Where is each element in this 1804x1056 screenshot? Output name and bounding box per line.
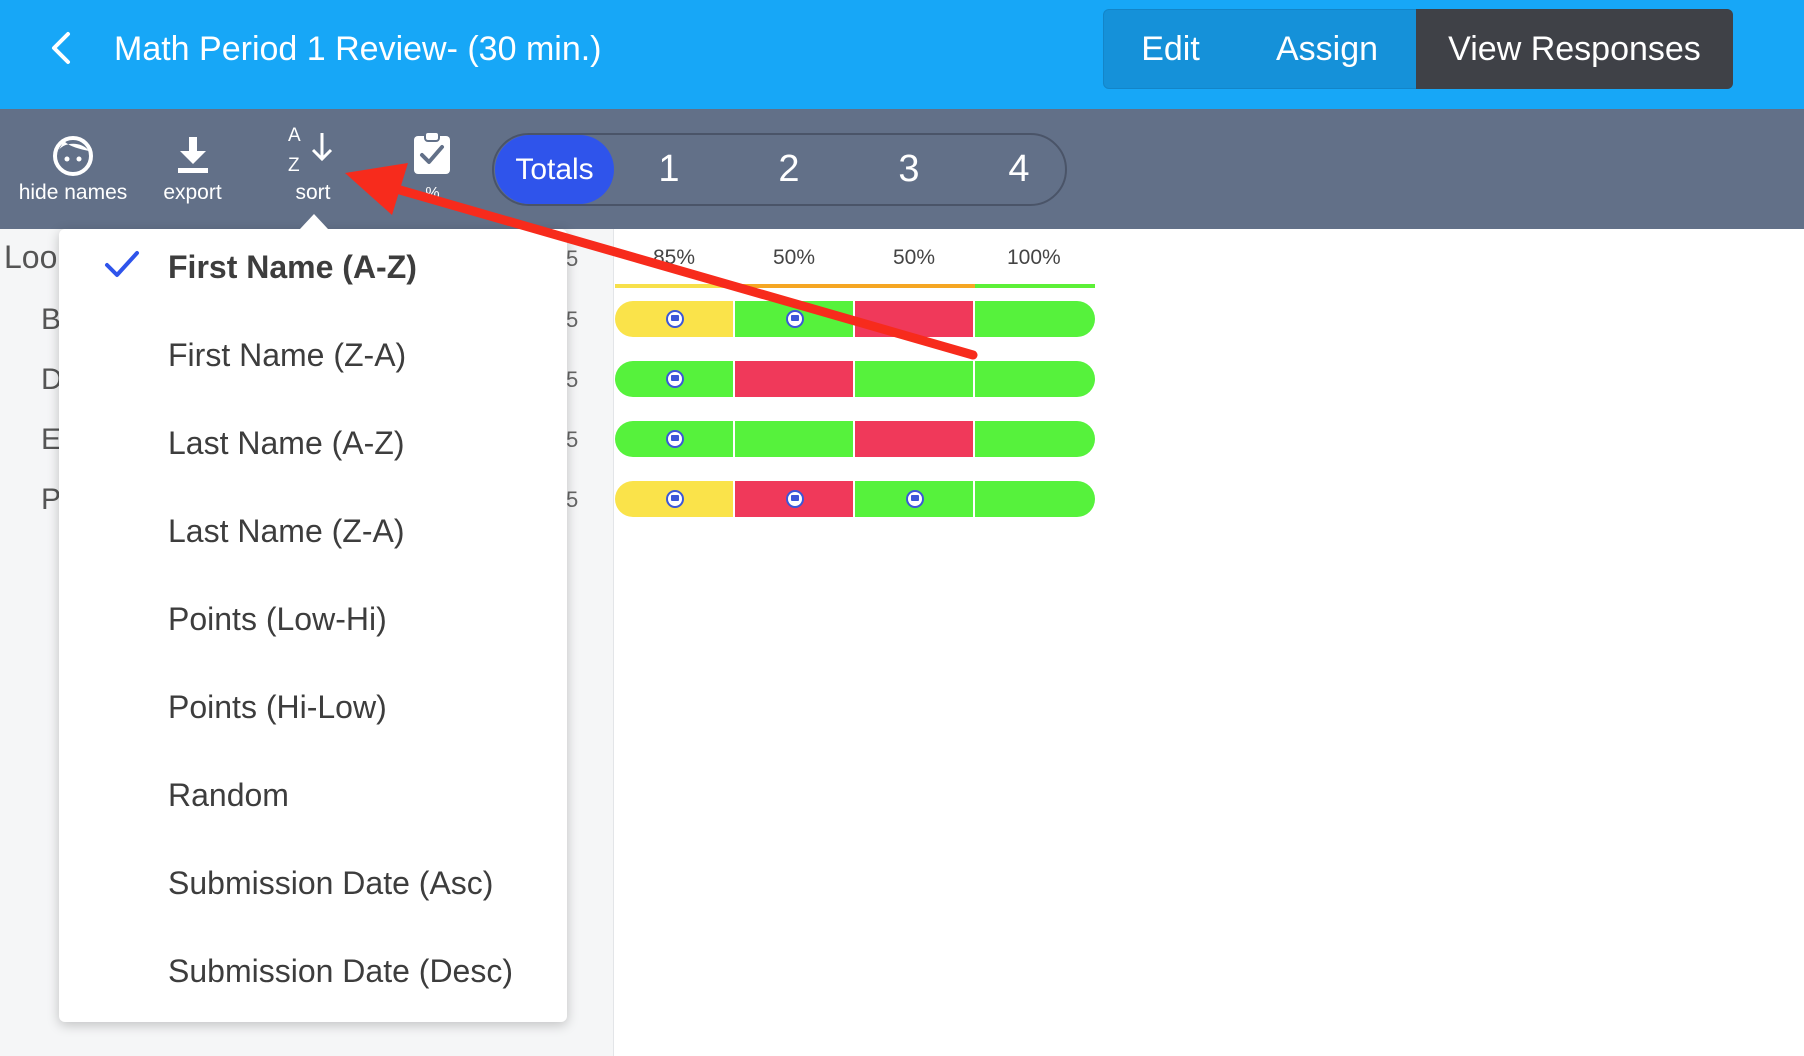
sort-option-last-name-az[interactable]: Last Name (A-Z): [59, 409, 567, 481]
sort-icon-letter-z: Z: [288, 155, 300, 176]
sort-option-label: Points (Hi-Low): [168, 689, 387, 725]
sort-dropdown-menu: First Name (A-Z) First Name (Z-A) Last N…: [59, 229, 567, 1022]
question-score-underline: [615, 284, 735, 288]
sort-option-submission-date-asc[interactable]: Submission Date (Asc): [59, 849, 567, 921]
back-button[interactable]: [42, 26, 82, 70]
response-cell-green[interactable]: [975, 301, 1095, 337]
student-response-row: [615, 361, 1095, 397]
response-cell-yellow[interactable]: [615, 301, 735, 337]
toolbar: hide names export A Z sort % Totals 1: [0, 109, 1804, 229]
sort-label: sort: [295, 181, 331, 204]
student-row-2[interactable]: D: [41, 363, 63, 396]
response-cell-green[interactable]: [975, 361, 1095, 397]
student-row-1[interactable]: B: [41, 303, 62, 336]
download-icon: [178, 137, 208, 173]
student-row-4[interactable]: P: [41, 483, 62, 516]
comment-icon[interactable]: [666, 430, 684, 448]
question-1-percent: 85%: [653, 246, 696, 269]
tab-question-3[interactable]: 3: [898, 148, 920, 190]
sort-option-label: First Name (Z-A): [168, 337, 407, 373]
assign-tab[interactable]: Assign: [1275, 29, 1379, 68]
sort-option-label: Last Name (A-Z): [168, 425, 405, 461]
response-cell-red[interactable]: [855, 301, 975, 337]
question-score-underline: [735, 284, 855, 288]
sort-option-label: Submission Date (Desc): [168, 953, 513, 989]
sort-option-first-name-az[interactable]: First Name (A-Z): [59, 233, 567, 305]
student-total-4: 5: [566, 487, 579, 512]
sort-down-arrow-icon: [311, 133, 333, 162]
question-tabs: Totals 1 2 3 4: [492, 133, 1067, 206]
comment-icon[interactable]: [906, 490, 924, 508]
response-cell-green[interactable]: [975, 421, 1095, 457]
sort-option-label: Random: [168, 777, 289, 813]
sort-button[interactable]: A Z sort: [278, 109, 348, 229]
response-cell-green[interactable]: [855, 361, 975, 397]
sort-option-first-name-za[interactable]: First Name (Z-A): [59, 321, 567, 393]
question-3-percent: 50%: [893, 246, 936, 269]
chevron-left-icon: [52, 32, 70, 64]
response-cell-red[interactable]: [735, 481, 855, 517]
view-responses-tab[interactable]: View Responses: [1416, 9, 1733, 89]
response-cell-green[interactable]: [855, 481, 975, 517]
response-cell-green[interactable]: [615, 361, 735, 397]
dropdown-pointer: [300, 214, 328, 229]
student-total-1: 5: [566, 307, 579, 332]
sort-icon-letter-a: A: [288, 125, 301, 146]
face-icon: [53, 136, 93, 176]
question-score-underline: [975, 284, 1095, 288]
sort-option-points-hi-low[interactable]: Points (Hi-Low): [59, 673, 567, 745]
response-cell-red[interactable]: [735, 361, 855, 397]
comment-icon[interactable]: [786, 310, 804, 328]
question-score-underline: [855, 284, 975, 288]
response-cell-green[interactable]: [735, 421, 855, 457]
question-4-percent: 100%: [1007, 246, 1061, 269]
sort-option-last-name-za[interactable]: Last Name (Z-A): [59, 497, 567, 569]
student-list-header: Loo: [4, 239, 58, 275]
response-cell-green[interactable]: [615, 421, 735, 457]
student-response-row: [615, 421, 1095, 457]
page-title: Math Period 1 Review- (30 min.): [114, 30, 602, 68]
response-cell-green[interactable]: [975, 481, 1095, 517]
comment-icon[interactable]: [786, 490, 804, 508]
tab-question-2[interactable]: 2: [778, 148, 800, 190]
edit-tab[interactable]: Edit: [1141, 29, 1200, 68]
sort-option-label: First Name (A-Z): [168, 249, 417, 285]
sort-az-icon: A Z: [278, 125, 348, 176]
student-row-3[interactable]: E: [41, 423, 62, 456]
response-cell-yellow[interactable]: [615, 481, 735, 517]
comment-icon[interactable]: [666, 490, 684, 508]
student-response-row: [615, 301, 1095, 337]
top-bar: Math Period 1 Review- (30 min.) Edit Ass…: [0, 0, 1804, 109]
export-label: export: [163, 181, 222, 204]
sort-option-submission-date-desc[interactable]: Submission Date (Desc): [59, 937, 567, 1009]
tab-totals[interactable]: Totals: [495, 135, 614, 204]
tab-question-4[interactable]: 4: [1008, 148, 1030, 190]
hide-names-label: hide names: [18, 181, 128, 204]
percent-button[interactable]: %: [400, 109, 465, 229]
clipboard-check-icon: [414, 131, 450, 174]
checkmark-icon: [105, 251, 139, 277]
comment-icon[interactable]: [666, 310, 684, 328]
total-percent-header: 5: [566, 246, 579, 271]
student-total-3: 5: [566, 427, 579, 452]
tab-question-1[interactable]: 1: [658, 148, 680, 190]
student-response-row: [615, 481, 1095, 517]
sort-option-label: Points (Low-Hi): [168, 601, 387, 637]
export-button[interactable]: export: [150, 109, 235, 229]
response-cell-green[interactable]: [735, 301, 855, 337]
hide-names-button[interactable]: hide names: [8, 109, 138, 229]
sort-option-points-low-hi[interactable]: Points (Low-Hi): [59, 585, 567, 657]
sort-option-label: Last Name (Z-A): [168, 513, 405, 549]
percent-label: %: [425, 185, 440, 202]
sort-option-label: Submission Date (Asc): [168, 865, 494, 901]
comment-icon[interactable]: [666, 370, 684, 388]
question-2-percent: 50%: [773, 246, 816, 269]
sort-option-random[interactable]: Random: [59, 761, 567, 833]
student-total-2: 5: [566, 367, 579, 392]
response-cell-red[interactable]: [855, 421, 975, 457]
mode-segmented-control: Edit Assign View Responses: [1103, 9, 1733, 89]
